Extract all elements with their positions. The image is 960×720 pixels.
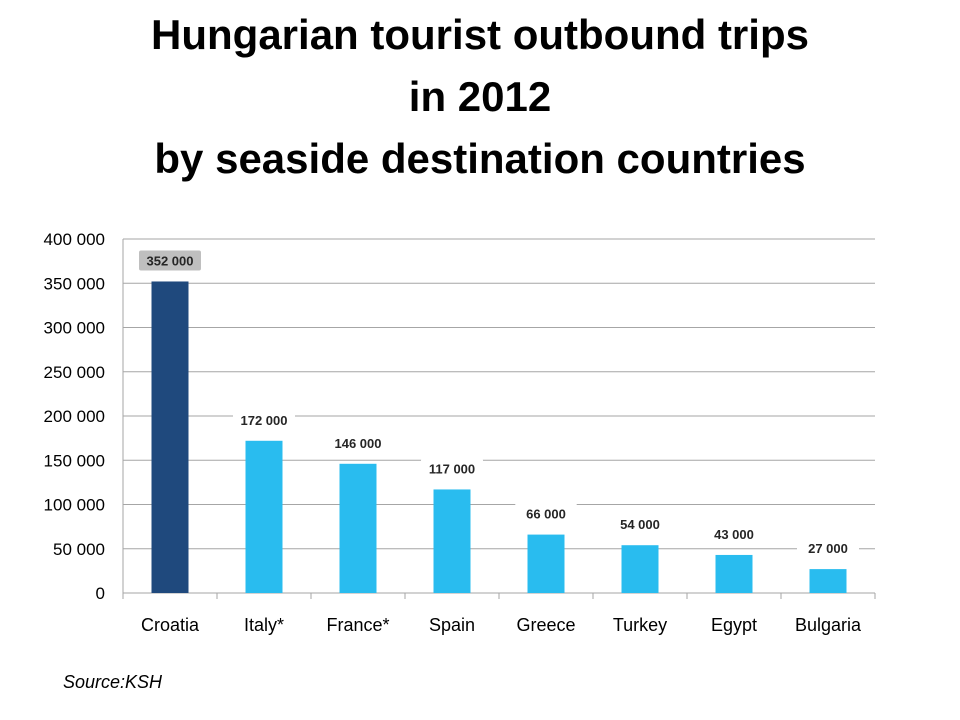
- bar: [245, 440, 283, 593]
- y-tick-label: 350 000: [44, 274, 105, 293]
- bar: [715, 554, 753, 593]
- data-label: 43 000: [714, 527, 754, 542]
- bar: [527, 534, 565, 593]
- data-label-background: [233, 409, 295, 430]
- x-tick-label: Croatia: [141, 615, 200, 635]
- title-line-1: Hungarian tourist outbound trips: [151, 11, 809, 58]
- data-label: 172 000: [241, 413, 288, 428]
- data-label-background: [609, 514, 671, 535]
- bar: [809, 569, 847, 593]
- y-tick-label: 400 000: [44, 230, 105, 249]
- data-label: 54 000: [620, 517, 660, 532]
- data-label: 117 000: [429, 461, 475, 476]
- data-label: 352 000: [147, 253, 194, 268]
- x-tick-label: Greece: [516, 615, 575, 635]
- y-tick-label: 100 000: [44, 496, 105, 515]
- y-tick-label: 250 000: [44, 363, 105, 382]
- x-tick-label: Turkey: [613, 615, 667, 635]
- chart-title: Hungarian tourist outbound trips in 2012…: [0, 4, 960, 190]
- y-tick-label: 300 000: [44, 319, 105, 338]
- x-tick-label: Italy*: [244, 615, 284, 635]
- title-line-3: by seaside destination countries: [154, 135, 806, 182]
- data-label-background: [515, 503, 577, 524]
- bar: [433, 489, 471, 593]
- bar: [151, 281, 189, 593]
- data-label: 146 000: [335, 436, 382, 451]
- x-tick-label: Spain: [429, 615, 475, 635]
- y-tick-label: 150 000: [44, 451, 105, 470]
- y-tick-label: 50 000: [53, 540, 105, 559]
- y-tick-label: 200 000: [44, 407, 105, 426]
- bar: [621, 545, 659, 593]
- data-label: 27 000: [808, 541, 848, 556]
- bar: [339, 463, 377, 593]
- title-line-2: in 2012: [408, 73, 552, 120]
- data-label-background: [703, 523, 765, 544]
- source-note: Source:KSH: [63, 672, 163, 692]
- x-tick-label: Bulgaria: [795, 615, 862, 635]
- y-tick-label: 0: [96, 584, 105, 603]
- data-label-background: [139, 250, 201, 271]
- x-tick-label: France*: [326, 615, 389, 635]
- data-label-background: [327, 432, 389, 453]
- data-label: 66 000: [526, 507, 566, 522]
- data-label-background: [797, 538, 859, 559]
- x-tick-label: Egypt: [711, 615, 757, 635]
- data-label-background: [421, 458, 483, 479]
